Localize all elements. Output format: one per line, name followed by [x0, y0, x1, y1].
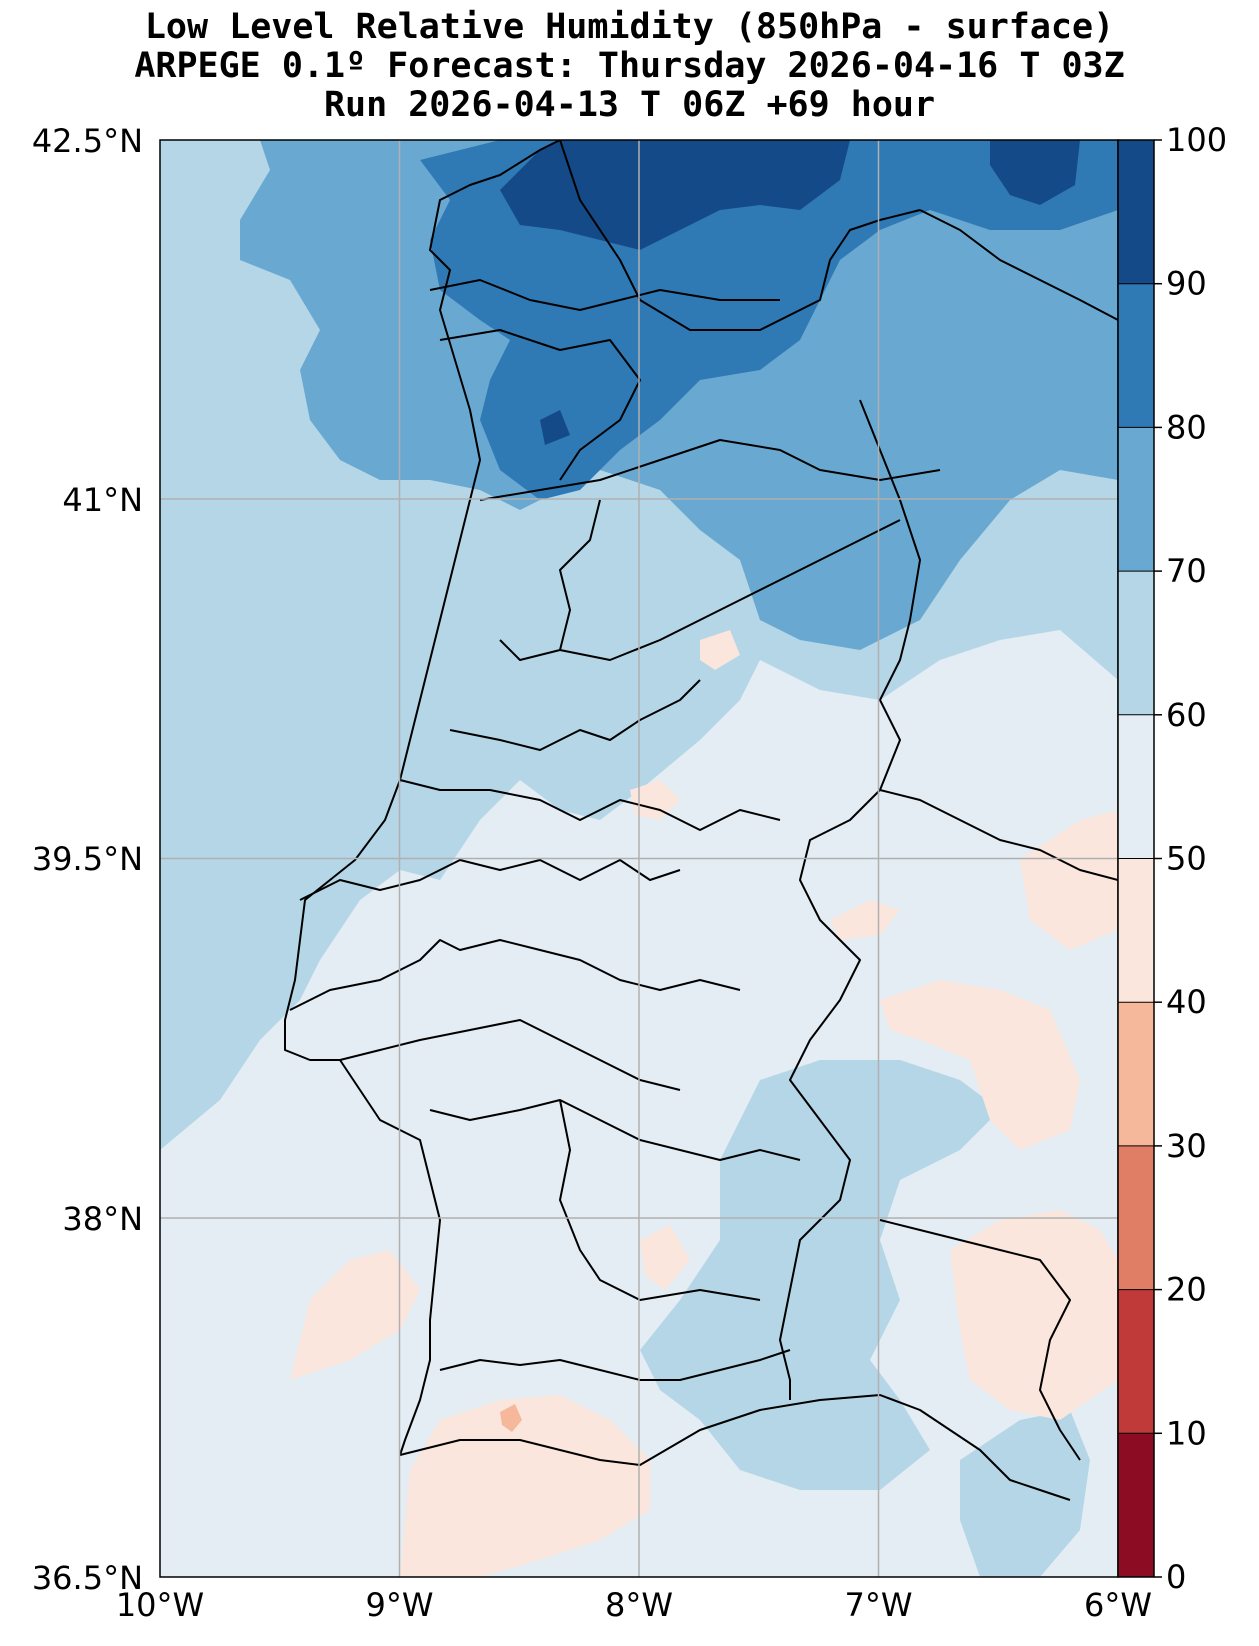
region-line-lisbon: [289, 939, 741, 1011]
colorbar-label: 80: [1166, 408, 1207, 446]
field-90-100-a: [500, 140, 850, 250]
region-line-centre-b: [559, 519, 901, 661]
coastline: [284, 140, 1071, 1501]
gridlines: [160, 140, 1118, 1577]
field-40-50-c: [950, 1210, 1118, 1420]
colorbar-ticks: [1118, 139, 1162, 1578]
field-40-50-g: [700, 630, 740, 670]
field-40-50-d: [880, 980, 1080, 1150]
region-line-north-b: [439, 329, 641, 481]
region-line-spain-north: [919, 209, 1118, 321]
coastline-and-borders: [284, 140, 1118, 1501]
latitude-axis: 42.5°N 41°N 39.5°N 38°N 36.5°N: [32, 122, 143, 1597]
border-spain-portugal-north: [559, 140, 921, 331]
field-40-50-e: [1020, 810, 1118, 950]
lat-label-41n: 41°N: [62, 481, 143, 519]
region-line-douro: [479, 439, 941, 501]
colorbar-segment: [1118, 1002, 1154, 1147]
region-line-setubal: [339, 1019, 681, 1091]
colorbar-label: 60: [1166, 696, 1207, 734]
region-line-spain-south: [879, 1219, 1081, 1461]
colorbar-segment: [1118, 283, 1154, 428]
field-40-50-f: [630, 780, 680, 820]
lon-label-8w: 8°W: [605, 1586, 673, 1624]
colorbar-label: 100: [1166, 121, 1227, 159]
colorbar-label: 20: [1166, 1271, 1207, 1309]
region-line-centre-a: [499, 499, 601, 661]
lat-label-42-5n: 42.5°N: [32, 122, 143, 160]
title-line-2: ARPEGE 0.1º Forecast: Thursday 2026-04-1…: [134, 46, 1125, 86]
lon-label-10w: 10°W: [116, 1586, 204, 1624]
colorbar-segment: [1118, 427, 1154, 572]
lat-label-39-5n: 39.5°N: [32, 840, 143, 878]
colorbar-label: 30: [1166, 1127, 1207, 1165]
region-line-north-a: [429, 279, 780, 311]
colorbar-segment: [1118, 714, 1154, 859]
region-line-alentejo-a: [429, 1099, 801, 1161]
region-line-spain-mid: [879, 789, 1118, 881]
region-line-centre-c: [449, 679, 701, 751]
colorbar-segment: [1118, 140, 1154, 285]
colorbar-label: 70: [1166, 552, 1207, 590]
field-40-50-i: [830, 900, 900, 940]
lon-label-7w: 7°W: [845, 1586, 913, 1624]
lon-label-6w: 6°W: [1084, 1586, 1152, 1624]
colorbar-segment: [1118, 1289, 1154, 1434]
lon-label-9w: 9°W: [366, 1586, 434, 1624]
colorbar-label: 0: [1166, 1558, 1186, 1596]
field-40-50-h: [640, 1225, 690, 1290]
region-line-alentejo-b: [559, 1099, 761, 1301]
field-90-100-c: [540, 410, 570, 445]
field-30-40: [500, 1404, 522, 1432]
colorbar-label: 50: [1166, 840, 1207, 878]
title-line-1: Low Level Relative Humidity (850hPa - su…: [144, 7, 1115, 47]
field-60-70-south-east: [640, 1060, 1000, 1490]
colorbar-segments: [1118, 140, 1154, 1578]
colorbar-label: 10: [1166, 1414, 1207, 1452]
title-line-3: Run 2026-04-13 T 06Z +69 hour: [323, 85, 936, 125]
colorbar-label: 40: [1166, 983, 1207, 1021]
field-90-100-b: [990, 140, 1080, 205]
field-60-70-far-south-east: [960, 1410, 1090, 1577]
region-line-algarve: [439, 1349, 791, 1381]
field-40-50-b: [290, 1250, 420, 1380]
colorbar-segment: [1118, 1145, 1154, 1291]
colorbar-segment: [1118, 1433, 1154, 1578]
longitude-axis: 10°W 9°W 8°W 7°W 6°W: [116, 1586, 1152, 1624]
map-title: Low Level Relative Humidity (850hPa - su…: [0, 8, 1259, 125]
region-line-tejo-a: [399, 779, 781, 831]
region-line-tejo-b: [299, 859, 681, 901]
colorbar-segment: [1118, 858, 1154, 1003]
lat-label-38n: 38°N: [62, 1200, 143, 1238]
lat-label-36-5n: 36.5°N: [32, 1559, 143, 1597]
colorbar-label: 90: [1166, 265, 1207, 303]
colorbar-segment: [1118, 571, 1154, 716]
border-east-portugal: [779, 399, 921, 1400]
